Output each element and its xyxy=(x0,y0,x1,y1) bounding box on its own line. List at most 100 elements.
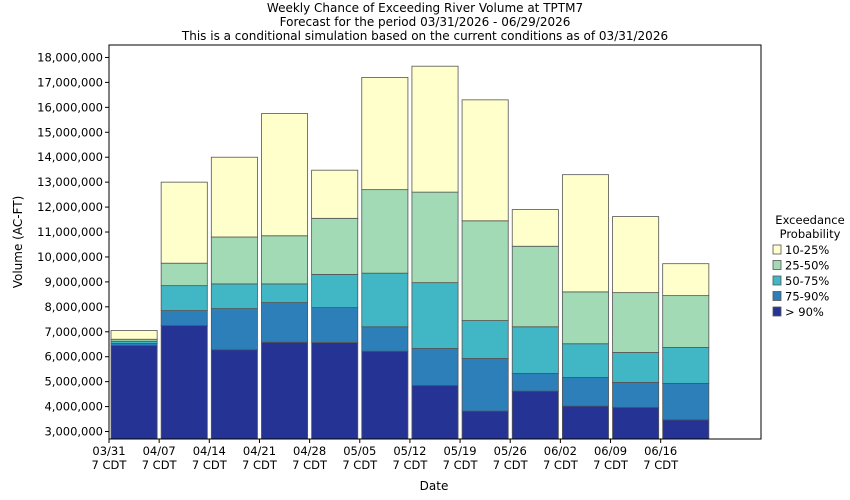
legend: Exceedance Probability 10-25% 25-50%50-75… xyxy=(772,213,845,319)
bar-segment-75-90 xyxy=(561,377,609,407)
y-tick-label: 15,000,000 xyxy=(37,125,103,139)
bar-segment-50-75 xyxy=(461,320,509,359)
bar-segment-gt90 xyxy=(561,405,609,440)
x-tick-tz: 7 CDT xyxy=(242,458,278,472)
bar-segment-10-25 xyxy=(662,263,710,297)
x-tick-date: 05/19 xyxy=(443,444,476,458)
bar-segment-50-75 xyxy=(210,283,258,309)
x-tick-tz: 7 CDT xyxy=(593,458,629,472)
bar-segment-25-50 xyxy=(511,245,559,328)
legend-swatch xyxy=(772,275,782,286)
bar-segment-10-25 xyxy=(261,113,309,237)
bar-segment-10-25 xyxy=(160,181,208,264)
y-tick-label: 14,000,000 xyxy=(37,150,103,164)
bar-segment-25-50 xyxy=(561,291,609,345)
bar-segment-75-90 xyxy=(411,348,459,386)
legend-entry-label: 10-25% xyxy=(785,243,829,257)
bar-segment-50-75 xyxy=(662,347,710,384)
x-tick-date: 05/12 xyxy=(393,444,426,458)
bar-segment-50-75 xyxy=(361,272,409,328)
bar-segment-gt90 xyxy=(361,350,409,440)
bar-segment-50-75 xyxy=(160,285,208,311)
legend-title-line-1: Exceedance xyxy=(775,213,844,227)
bar-segment-25-50 xyxy=(361,189,409,274)
x-tick-tz: 7 CDT xyxy=(643,458,679,472)
x-tick-tz: 7 CDT xyxy=(142,458,178,472)
x-tick-tz: 7 CDT xyxy=(443,458,479,472)
bar-segment-10-25 xyxy=(110,330,158,340)
bar-segment-25-50 xyxy=(311,217,359,275)
bar-segment-gt90 xyxy=(160,325,208,440)
bar-segment-gt90 xyxy=(662,419,710,440)
bar-segment-gt90 xyxy=(612,406,660,440)
y-tick-label: 11,000,000 xyxy=(37,225,103,239)
bar-segment-50-75 xyxy=(511,326,559,374)
bar-segment-10-25 xyxy=(511,209,559,247)
bar-segment-75-90 xyxy=(612,381,660,408)
legend-swatch xyxy=(772,306,782,317)
legend-swatch xyxy=(772,291,782,301)
bar-segment-50-75 xyxy=(561,343,609,378)
y-tick-label: 9,000,000 xyxy=(44,275,103,289)
x-tick-tz: 7 CDT xyxy=(192,458,228,472)
bar-segment-50-75 xyxy=(261,283,309,303)
y-tick-label: 10,000,000 xyxy=(37,250,103,264)
x-tick-date: 06/09 xyxy=(594,444,627,458)
bar-segment-10-25 xyxy=(561,174,609,293)
bar-segment-10-25 xyxy=(311,169,359,219)
legend-entry-label: 75-90% xyxy=(785,290,829,304)
y-tick-label: 4,000,000 xyxy=(44,400,103,414)
y-tick-label: 18,000,000 xyxy=(37,50,103,64)
x-tick-tz: 7 CDT xyxy=(392,458,428,472)
bar-segment-75-90 xyxy=(160,310,208,326)
y-axis: 3,000,000 4,000,000 5,000,000 6,000,000 7,00… xyxy=(37,50,109,439)
x-tick-date: 03/31 xyxy=(92,444,125,458)
legend-swatch xyxy=(772,244,782,255)
x-tick-date: 04/21 xyxy=(243,444,276,458)
legend-entry-label: > 90% xyxy=(785,305,824,319)
bar-segment-10-25 xyxy=(210,156,258,238)
x-tick-date: 06/16 xyxy=(644,444,677,458)
x-tick-date: 06/02 xyxy=(544,444,577,458)
chart-title: Weekly Chance of Exceeding River Volume … xyxy=(267,1,583,15)
bar-segment-25-50 xyxy=(210,236,258,285)
bar-segment-gt90 xyxy=(411,384,459,440)
legend-title-line-2: Probability xyxy=(780,227,841,241)
y-tick-label: 8,000,000 xyxy=(44,300,103,314)
x-tick-date: 05/26 xyxy=(494,444,527,458)
bar-segment-25-50 xyxy=(612,292,660,353)
bar-segment-75-90 xyxy=(511,373,559,392)
bar-segment-10-25 xyxy=(612,216,660,294)
x-tick-tz: 7 CDT xyxy=(493,458,529,472)
y-tick-label: 12,000,000 xyxy=(37,200,103,214)
bar-segment-75-90 xyxy=(361,326,409,352)
x-tick-tz: 7 CDT xyxy=(92,458,128,472)
bar-segment-25-50 xyxy=(261,235,309,285)
bar-segment-gt90 xyxy=(511,390,559,440)
bar-segment-50-75 xyxy=(311,274,359,308)
bar-segment-75-90 xyxy=(210,308,258,351)
bar-segment-gt90 xyxy=(461,410,509,440)
x-tick-date: 04/28 xyxy=(293,444,326,458)
y-tick-label: 6,000,000 xyxy=(44,350,103,364)
bar-segment-gt90 xyxy=(311,342,359,440)
y-tick-label: 16,000,000 xyxy=(37,100,103,114)
bar-segment-10-25 xyxy=(411,65,459,193)
x-tick-tz: 7 CDT xyxy=(292,458,328,472)
x-axis-title: Date xyxy=(420,479,449,493)
bar-segment-25-50 xyxy=(411,191,459,284)
chart-subtitle-conditions: This is a conditional simulation based o… xyxy=(181,29,668,43)
bar-segment-75-90 xyxy=(461,358,509,412)
bar-segment-25-50 xyxy=(160,262,208,287)
bar-segment-gt90 xyxy=(210,349,258,440)
bar-segment-10-25 xyxy=(461,99,509,222)
bar-segment-gt90 xyxy=(110,345,158,440)
y-tick-label: 17,000,000 xyxy=(37,75,103,89)
y-tick-label: 13,000,000 xyxy=(37,175,103,189)
bar-segment-gt90 xyxy=(261,341,309,440)
legend-entry-label: 25-50% xyxy=(785,259,829,273)
y-tick-label: 7,000,000 xyxy=(44,325,103,339)
bar-segment-50-75 xyxy=(411,282,459,349)
x-tick-date: 05/05 xyxy=(343,444,376,458)
bar-segment-75-90 xyxy=(261,302,309,343)
